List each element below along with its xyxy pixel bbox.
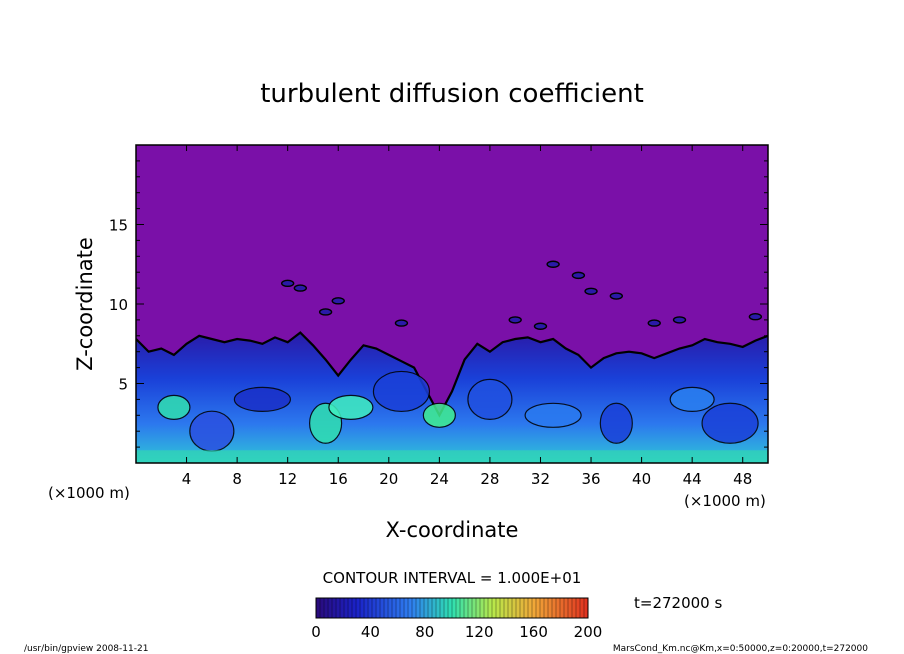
plot-area: [136, 145, 768, 463]
x-unit-left: (×1000 m): [48, 484, 130, 502]
eddy: [599, 402, 633, 444]
cloud-blob: [533, 322, 548, 330]
x-axis-label: X-coordinate: [386, 518, 519, 542]
eddy: [328, 394, 374, 420]
x-tick-label: 40: [632, 470, 651, 488]
eddy: [524, 402, 582, 428]
cloud-blob: [318, 308, 333, 316]
colorbar-stripes: [319, 598, 585, 618]
x-tick-label: 8: [232, 470, 242, 488]
y-tick-label: 15: [109, 217, 128, 235]
eddy: [233, 386, 291, 412]
eddy: [669, 386, 715, 412]
colorbar: 0 40 80 120 160 200: [311, 597, 602, 641]
cloud-blob: [609, 292, 624, 300]
y-axis-label: Z-coordinate: [73, 237, 97, 371]
cloud-blob: [293, 284, 308, 292]
cloud-blob: [748, 313, 763, 321]
eddy: [467, 378, 513, 420]
y-axis: 5 10 15: [109, 160, 768, 448]
cloud-blob: [546, 260, 560, 268]
eddy: [422, 402, 456, 428]
colorbar-tick-label: 0: [311, 623, 321, 641]
colorbar-ticks: 0 40 80 120 160 200: [311, 623, 602, 641]
boundary-layer-contour: [136, 331, 768, 418]
x-tick-label: 4: [182, 470, 192, 488]
eddy: [372, 370, 431, 413]
turbulent-eddies: [136, 260, 768, 463]
x-axis: 4 8 12 16 20 24 28 32 36 40 44 48: [182, 145, 752, 488]
x-tick-label: 24: [430, 470, 449, 488]
cloud-blob: [571, 271, 586, 280]
colorbar-tick-label: 160: [519, 623, 548, 641]
y-tick-label: 5: [118, 376, 128, 394]
cloud-blob: [584, 287, 598, 295]
cloud-blob: [394, 319, 409, 327]
x-tick-label: 12: [278, 470, 297, 488]
x-tick-label: 48: [733, 470, 752, 488]
eddy: [157, 394, 191, 420]
x-tick-label: 32: [531, 470, 550, 488]
chart-title: turbulent diffusion coefficient: [260, 79, 644, 109]
cloud-blob: [647, 319, 661, 327]
eddy: [701, 402, 759, 444]
cloud-blob: [508, 316, 522, 324]
x-tick-label: 16: [329, 470, 348, 488]
x-tick-label: 20: [379, 470, 398, 488]
footer-right: MarsCond_Km.nc@Km,x=0:50000,z=0:20000,t=…: [613, 644, 868, 654]
cloud-blob: [672, 316, 687, 324]
surface-layer: [136, 450, 768, 463]
time-label: t=272000 s: [634, 594, 722, 612]
cloud-blob: [331, 297, 345, 305]
eddy: [189, 410, 235, 452]
x-tick-label: 36: [581, 470, 600, 488]
contour-interval-text: CONTOUR INTERVAL = 1.000E+01: [323, 569, 582, 587]
colorbar-tick-label: 80: [415, 623, 434, 641]
colorbar-tick-label: 40: [361, 623, 380, 641]
x-tick-label: 44: [683, 470, 702, 488]
y-tick-label: 10: [109, 296, 128, 314]
colorbar-tick-label: 120: [465, 623, 494, 641]
cloud-blob: [280, 279, 295, 288]
x-unit-right: (×1000 m): [684, 492, 766, 510]
x-tick-label: 28: [480, 470, 499, 488]
colorbar-tick-label: 200: [574, 623, 603, 641]
footer-left: /usr/bin/gpview 2008-11-21: [24, 644, 148, 654]
